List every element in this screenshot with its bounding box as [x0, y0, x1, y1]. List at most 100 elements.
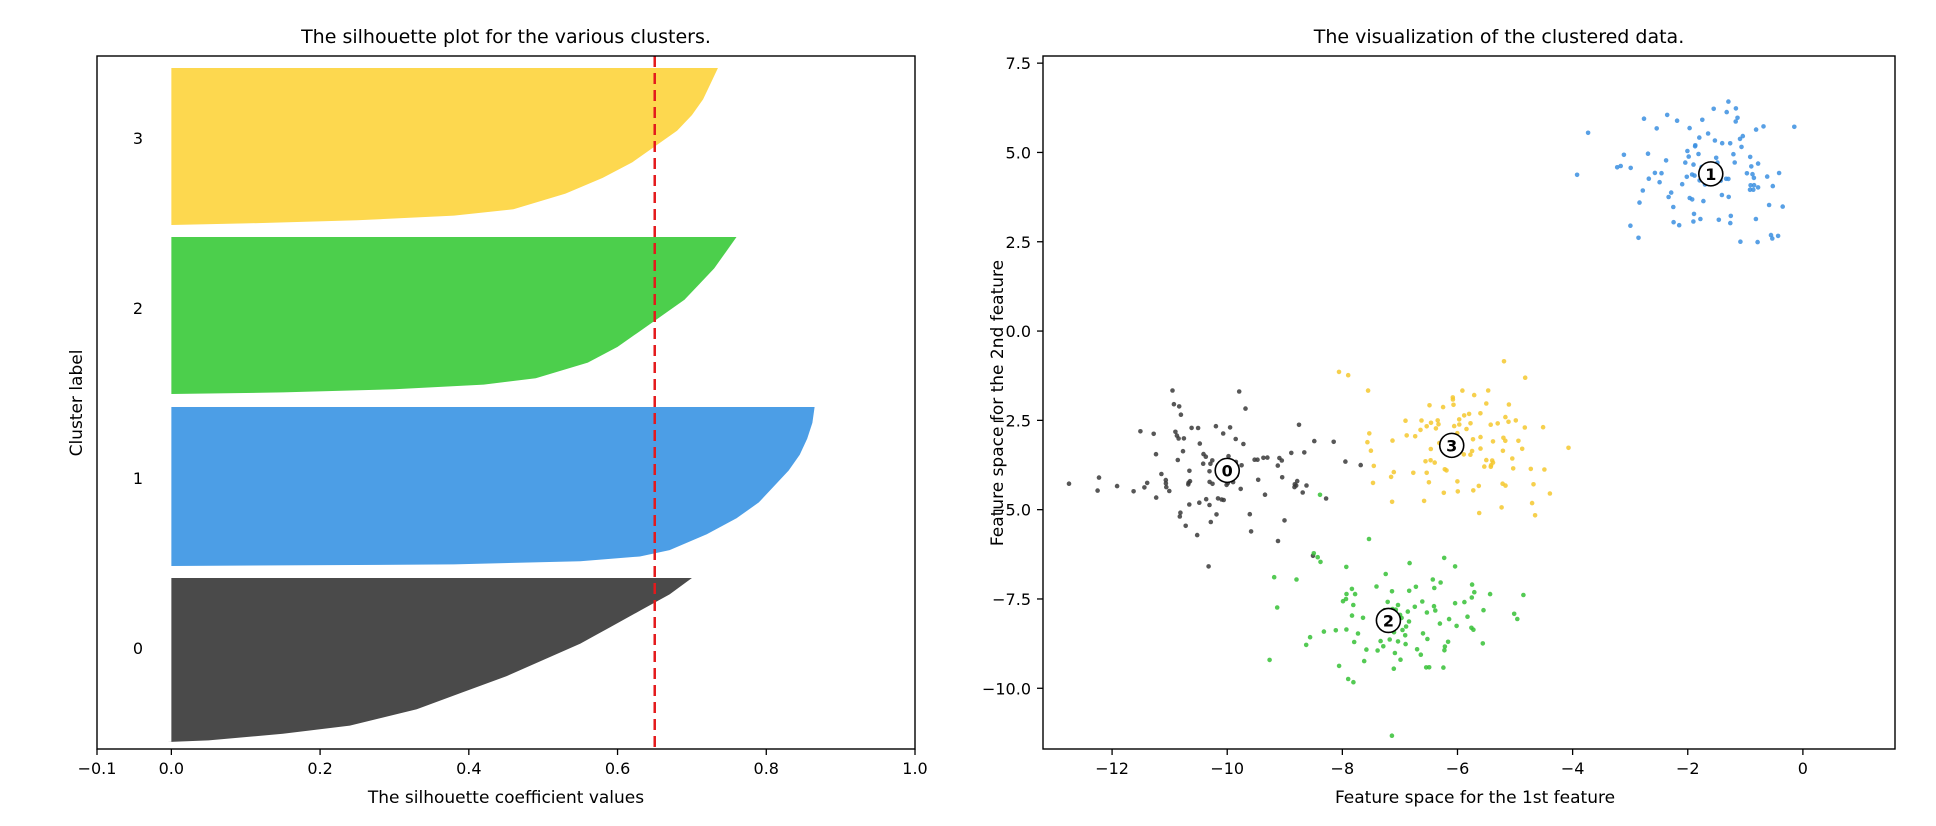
scatter-point-cluster-3	[1503, 483, 1508, 488]
scatter-point-cluster-3	[1501, 435, 1506, 441]
scatter-point-cluster-0	[1207, 469, 1212, 474]
scatter-x-ticks: −12 −10 −8 −6 −4 −2 0	[1095, 749, 1808, 778]
scatter-point-cluster-2	[1321, 629, 1327, 634]
scatter-axes-frame	[1042, 55, 1896, 750]
scatter-point-cluster-1	[1691, 162, 1696, 167]
scatter-point-cluster-0	[1238, 486, 1243, 492]
scatter-point-cluster-2	[1412, 604, 1418, 610]
scatter-point-cluster-1	[1719, 192, 1725, 198]
scatter-point-cluster-3	[1367, 431, 1372, 436]
scatter-point-cluster-0	[1239, 463, 1244, 468]
scatter-point-cluster-2	[1402, 633, 1408, 638]
scatter-point-cluster-1	[1764, 174, 1770, 179]
scatter-point-cluster-2	[1407, 560, 1412, 566]
silhouette-y-tick-label: 1	[133, 469, 143, 488]
scatter-point-cluster-2	[1472, 589, 1477, 595]
scatter-point-cluster-3	[1451, 423, 1457, 429]
scatter-title: The visualization of the clustered data.	[1313, 26, 1685, 48]
scatter-y-label: Feature space for the 2nd feature	[988, 260, 1008, 546]
scatter-point-cluster-0	[1213, 423, 1219, 429]
scatter-point-cluster-1	[1679, 181, 1685, 187]
scatter-point-cluster-2	[1420, 631, 1426, 636]
scatter-point-cluster-2	[1442, 648, 1447, 653]
scatter-point-cluster-3	[1506, 419, 1511, 425]
scatter-point-cluster-2	[1392, 650, 1398, 656]
scatter-point-cluster-1	[1726, 176, 1731, 182]
scatter-point-cluster-0	[1227, 425, 1233, 430]
scatter-point-cluster-2	[1515, 616, 1520, 622]
silhouette-x-ticks: −0.1 0.0 0.2 0.4 0.6 0.8 1.0	[78, 749, 928, 778]
scatter-point-cluster-3	[1461, 413, 1467, 418]
silhouette-band-cluster-3	[171, 68, 718, 225]
scatter-point-cluster-0	[1114, 483, 1120, 489]
scatter-point-cluster-3	[1435, 418, 1440, 423]
scatter-point-cluster-2	[1406, 619, 1412, 624]
cluster-center-marker	[1375, 607, 1402, 634]
scatter-point-cluster-1	[1753, 127, 1759, 132]
scatter-point-cluster-0	[1159, 471, 1164, 477]
scatter-point-cluster-3	[1484, 401, 1489, 406]
scatter-point-cluster-1	[1698, 216, 1703, 222]
silhouette-x-tick-label: 0.0	[159, 759, 184, 778]
scatter-point-cluster-0	[1255, 457, 1260, 463]
scatter-point-cluster-1	[1645, 151, 1651, 156]
scatter-point-cluster-3	[1547, 491, 1553, 496]
scatter-point-cluster-3	[1542, 467, 1547, 472]
scatter-point-cluster-3	[1490, 439, 1496, 444]
scatter-point-cluster-1	[1697, 135, 1702, 140]
scatter-point-cluster-1	[1792, 124, 1797, 130]
scatter-point-cluster-3	[1365, 388, 1371, 393]
scatter-point-cluster-2	[1405, 609, 1411, 614]
scatter-point-cluster-0	[1293, 483, 1299, 488]
scatter-point-cluster-1	[1614, 165, 1620, 170]
scatter-point-cluster-0	[1219, 497, 1224, 502]
scatter-point-cluster-3	[1513, 418, 1519, 423]
scatter-point-cluster-3	[1488, 462, 1494, 468]
scatter-point-cluster-0	[1177, 514, 1183, 519]
scatter-point-cluster-3	[1436, 422, 1441, 427]
scatter-point-cluster-0	[1304, 483, 1309, 488]
scatter-point-cluster-1	[1668, 190, 1674, 195]
scatter-point-cluster-1	[1726, 99, 1731, 104]
scatter-point-cluster-1	[1664, 112, 1670, 118]
scatter-point-cluster-1	[1621, 152, 1627, 158]
scatter-point-cluster-2	[1315, 554, 1320, 560]
scatter-point-cluster-3	[1428, 458, 1433, 463]
scatter-point-cluster-1	[1640, 188, 1646, 193]
scatter-point-cluster-1	[1696, 151, 1701, 157]
scatter-point-cluster-2	[1398, 657, 1403, 662]
cluster-centers: 0 1 2 3	[1214, 161, 1724, 634]
scatter-point-cluster-0	[1282, 518, 1287, 523]
scatter-point-cluster-3	[1403, 418, 1408, 424]
scatter-point-cluster-3	[1531, 482, 1536, 487]
scatter-point-cluster-2	[1433, 608, 1438, 613]
scatter-point-cluster-3	[1488, 422, 1493, 428]
scatter-point-cluster-0	[1175, 457, 1181, 463]
scatter-point-cluster-2	[1452, 564, 1458, 569]
scatter-point-cluster-0	[1096, 475, 1102, 480]
scatter-point-cluster-0	[1261, 455, 1266, 461]
scatter-point-cluster-3	[1424, 470, 1429, 476]
scatter-point-cluster-1	[1687, 195, 1692, 201]
scatter-point-cluster-2	[1431, 603, 1437, 609]
scatter-point-cluster-2	[1403, 641, 1408, 647]
scatter-point-cluster-1	[1671, 219, 1676, 225]
scatter-point-cluster-3	[1540, 424, 1546, 430]
scatter-point-cluster-3	[1470, 437, 1476, 442]
scatter-point-cluster-1	[1775, 233, 1781, 239]
scatter-point-cluster-2	[1378, 638, 1383, 644]
scatter-point-cluster-2	[1454, 623, 1459, 629]
scatter-point-cluster-2	[1360, 615, 1366, 621]
scatter-point-cluster-3	[1466, 411, 1472, 417]
scatter-point-cluster-0	[1358, 462, 1363, 468]
scatter-point-cluster-0	[1153, 495, 1159, 500]
scatter-point-cluster-3	[1478, 434, 1483, 440]
scatter-point-cluster-2	[1317, 492, 1323, 498]
scatter-point-cluster-1	[1755, 239, 1760, 245]
scatter-point-cluster-0	[1208, 461, 1213, 467]
scatter-point-cluster-3	[1411, 470, 1416, 476]
scatter-point-cluster-1	[1705, 131, 1711, 136]
scatter-point-cluster-1	[1701, 198, 1706, 204]
scatter-point-cluster-2	[1481, 607, 1486, 613]
scatter-point-cluster-1	[1687, 125, 1692, 131]
